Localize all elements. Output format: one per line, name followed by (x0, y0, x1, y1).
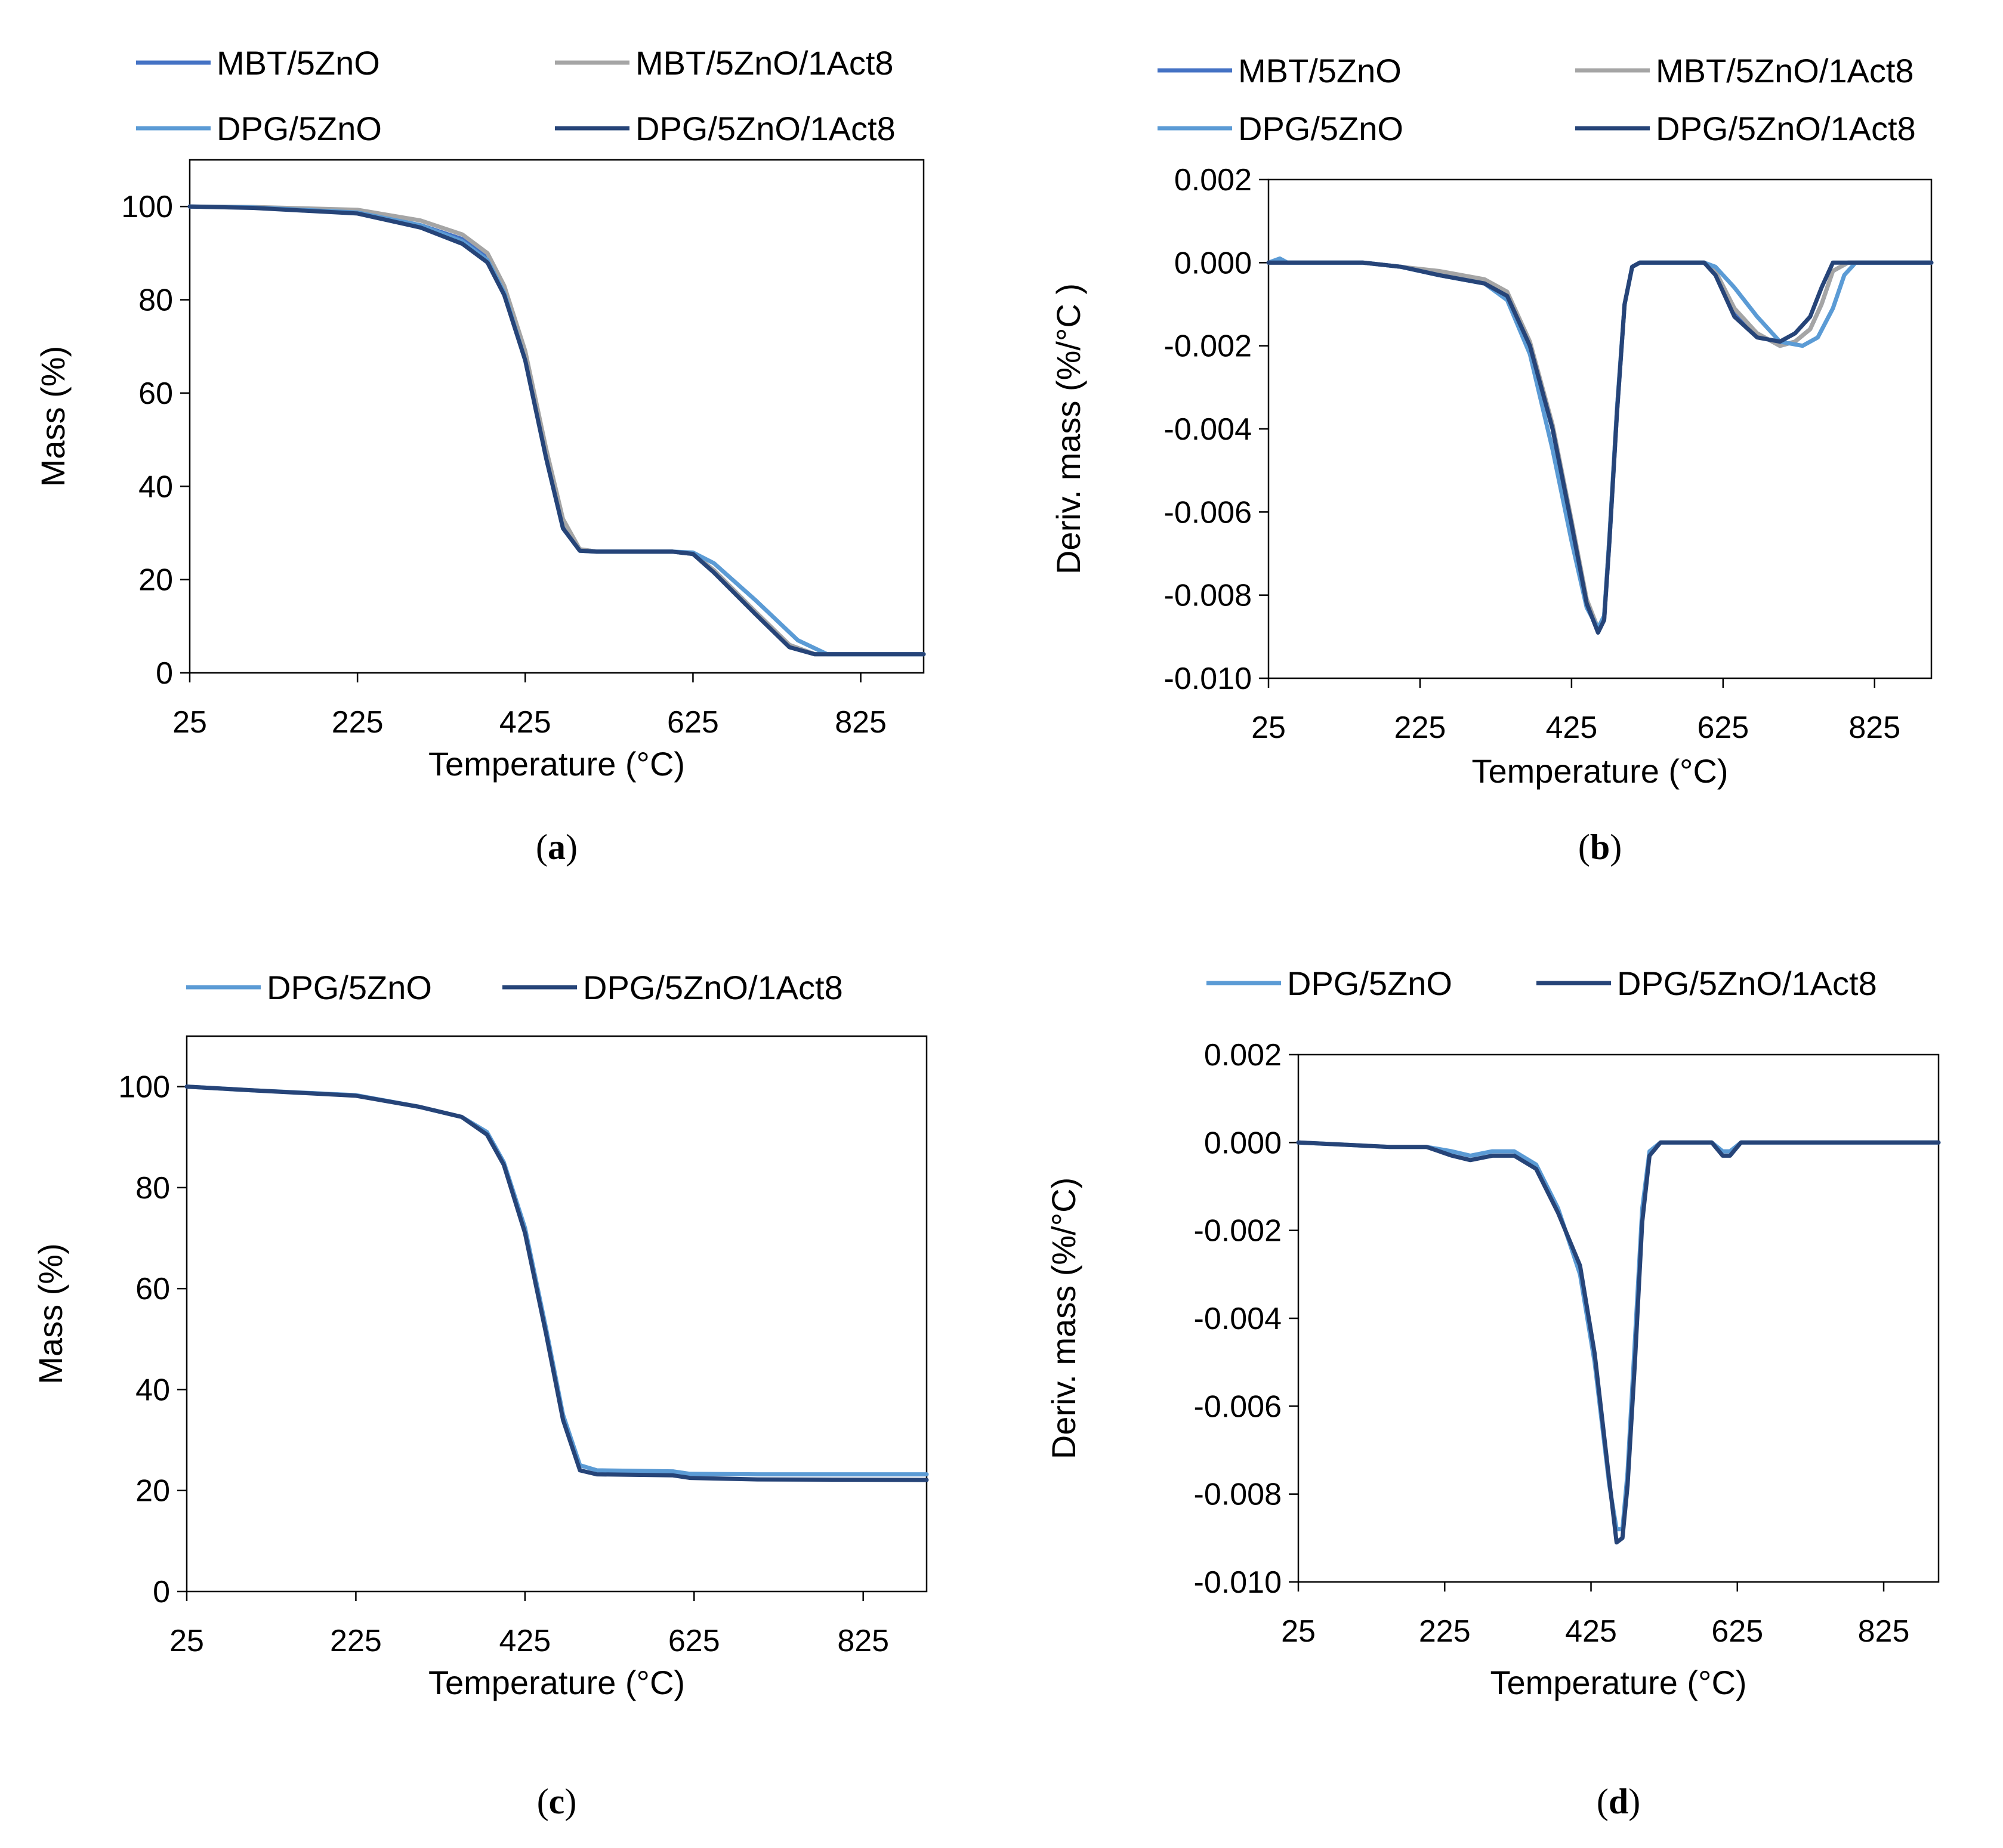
series-line-dpg-5zno-1act8 (1266, 260, 1934, 635)
y-tick-label: 0 (156, 656, 173, 691)
x-tick-label: 225 (1394, 710, 1446, 745)
y-tick-label: 40 (138, 469, 173, 504)
y-tick-label: -0.006 (1194, 1389, 1282, 1424)
y-tick-label: 100 (121, 190, 173, 224)
legend-label: MBT/5ZnO (217, 44, 380, 82)
series-line-dpg-5zno (187, 204, 926, 657)
x-tick-label: 425 (1565, 1614, 1617, 1649)
x-tick-label: 425 (499, 1624, 551, 1658)
series-line-mbt-5zno-1act8 (187, 204, 926, 657)
plot-area-frame (1267, 178, 1933, 679)
y-tick-label: 0.002 (1174, 163, 1252, 197)
series-line-mbt-5zno (1266, 260, 1934, 635)
x-tick-label: 25 (1281, 1614, 1316, 1649)
x-tick-label: 25 (172, 705, 207, 740)
y-tick-label: 100 (118, 1070, 170, 1105)
y-axis-label: Deriv. mass (%/°C) (1045, 1178, 1082, 1459)
x-axis-label: Temperature (°C) (428, 1664, 685, 1701)
x-tick-label: 225 (332, 705, 384, 740)
x-tick-label: 425 (1546, 710, 1598, 745)
y-tick-label: -0.004 (1164, 412, 1252, 447)
legend-label: MBT/5ZnO/1Act8 (1656, 52, 1914, 89)
y-tick-label: -0.006 (1164, 495, 1252, 530)
y-tick-label: -0.002 (1194, 1214, 1282, 1249)
panel-a: 25 225 425 625 825 0 20 40 60 80 100 Temperature (°… (34, 44, 926, 867)
series-line-mbt-5zno-1act8 (1266, 260, 1934, 631)
panel-c: 25 225 425 625 825 0 20 40 60 80 100 Temperature (°… (32, 969, 929, 1821)
legend-label: DPG/5ZnO (1238, 110, 1403, 147)
y-tick-label: 80 (138, 283, 173, 318)
panel-caption: (b) (1578, 827, 1622, 867)
x-tick-label: 825 (1858, 1614, 1910, 1649)
y-axis-label: Mass (%) (34, 346, 72, 487)
panel-caption: (c) (537, 1782, 577, 1821)
legend-label: DPG/5ZnO/1Act8 (635, 110, 896, 147)
panel-caption: (a) (536, 827, 578, 867)
x-tick-label: 225 (330, 1624, 382, 1658)
legend-label: DPG/5ZnO/1Act8 (1656, 110, 1916, 147)
x-tick-label: 25 (169, 1624, 204, 1658)
panel-d: 25 225 425 625 825 -0.010 -0.008 -0.006 -0.004 -0… (1045, 965, 1941, 1821)
x-axis-label: Temperature (°C) (428, 745, 685, 783)
y-tick-label: 40 (135, 1373, 170, 1407)
y-tick-label: 80 (135, 1171, 170, 1206)
x-tick-label: 625 (1711, 1614, 1763, 1649)
legend-label: DPG/5ZnO (267, 969, 432, 1006)
legend-label: DPG/5ZnO/1Act8 (583, 969, 843, 1006)
y-axis-label: Deriv. mass (%/°C ) (1050, 283, 1087, 574)
y-tick-label: 20 (135, 1474, 170, 1509)
legend-label: DPG/5ZnO/1Act8 (1617, 965, 1877, 1002)
y-tick-label: 0.002 (1204, 1038, 1282, 1073)
x-tick-label: 625 (1697, 710, 1749, 745)
legend-label: MBT/5ZnO (1238, 52, 1402, 89)
y-tick-label: -0.004 (1194, 1302, 1282, 1336)
y-tick-label: -0.010 (1164, 662, 1252, 696)
legend-label: DPG/5ZnO (217, 110, 382, 147)
series-line-dpg-5zno-1act8 (187, 204, 926, 657)
legend-label: DPG/5ZnO (1287, 965, 1452, 1002)
series-line-dpg-5zno (1296, 1140, 1941, 1532)
plot-area-frame (1297, 1053, 1940, 1583)
x-tick-label: 425 (499, 705, 551, 740)
y-tick-label: -0.008 (1194, 1478, 1282, 1512)
y-tick-label: 0.000 (1174, 246, 1252, 280)
series-line-dpg-5zno (184, 1084, 929, 1477)
y-tick-label: -0.008 (1164, 579, 1252, 613)
x-tick-label: 825 (837, 1624, 889, 1658)
plot-area-frame (186, 1035, 928, 1593)
y-tick-label: 60 (138, 376, 173, 411)
y-tick-label: 0 (153, 1575, 170, 1609)
panel-b: 25 225 425 625 825 -0.010 -0.008 -0.006 -0.004 -0… (1050, 52, 1934, 867)
panel-caption: (d) (1597, 1782, 1640, 1821)
series-line-dpg-5zno-1act8 (1296, 1140, 1941, 1545)
x-tick-label: 825 (835, 705, 887, 740)
y-tick-label: 0.000 (1204, 1126, 1282, 1160)
x-tick-label: 625 (668, 1624, 720, 1658)
y-axis-label: Mass (%) (32, 1243, 69, 1384)
x-tick-label: 625 (667, 705, 719, 740)
series-line-mbt-5zno (187, 204, 926, 657)
y-tick-label: 20 (138, 563, 173, 598)
legend-label: MBT/5ZnO/1Act8 (635, 44, 894, 82)
series-line-dpg-5zno-1act8 (184, 1084, 929, 1482)
y-tick-label: 60 (135, 1272, 170, 1306)
x-tick-label: 225 (1419, 1614, 1471, 1649)
plot-area-frame (189, 159, 925, 674)
x-tick-label: 825 (1848, 710, 1900, 745)
y-tick-label: -0.002 (1164, 329, 1252, 364)
x-axis-label: Temperature (°C) (1471, 752, 1728, 790)
x-axis-label: Temperature (°C) (1490, 1664, 1746, 1701)
y-tick-label: -0.010 (1194, 1565, 1282, 1600)
x-tick-label: 25 (1251, 710, 1286, 745)
series-line-dpg-5zno (1266, 256, 1934, 631)
